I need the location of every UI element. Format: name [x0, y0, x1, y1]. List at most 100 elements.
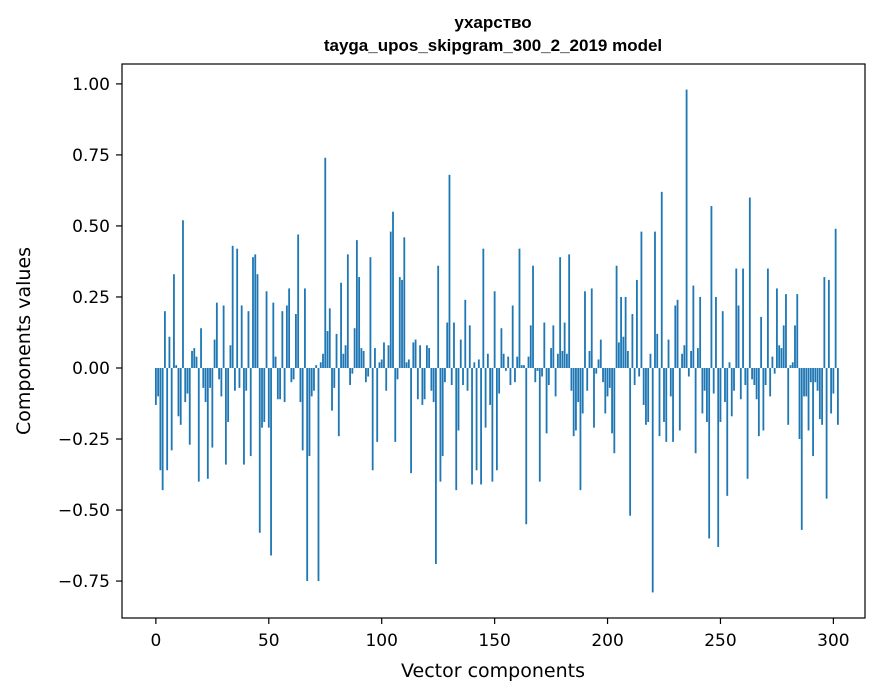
- bar: [647, 367, 650, 422]
- x-tick-label: 150: [478, 631, 510, 651]
- bar: [204, 367, 207, 403]
- bar: [297, 234, 300, 368]
- bar: [195, 356, 198, 368]
- bar: [676, 299, 679, 368]
- bar: [231, 245, 234, 368]
- bar: [753, 367, 756, 386]
- bar: [294, 314, 297, 368]
- bar: [685, 89, 688, 368]
- bar: [505, 367, 507, 371]
- bar: [355, 240, 358, 368]
- bar: [577, 367, 580, 403]
- bar: [482, 248, 485, 368]
- x-tick-label: 300: [817, 631, 849, 651]
- bar: [746, 367, 749, 479]
- bar: [669, 367, 672, 397]
- bar: [173, 274, 175, 368]
- bar: [290, 367, 293, 383]
- bar: [439, 367, 442, 482]
- bar: [699, 296, 702, 368]
- bar: [586, 367, 589, 391]
- bar: [477, 359, 480, 368]
- bar: [184, 367, 187, 403]
- bar: [502, 353, 505, 368]
- bar: [412, 342, 415, 368]
- bar: [538, 367, 541, 482]
- bar: [520, 365, 523, 368]
- bar: [344, 345, 347, 368]
- bar: [602, 367, 604, 383]
- bar: [579, 367, 582, 491]
- bar: [726, 367, 729, 496]
- bar: [342, 353, 345, 368]
- bar: [238, 367, 241, 388]
- bar: [771, 356, 774, 368]
- bar: [816, 367, 819, 391]
- bar: [706, 367, 708, 422]
- bar: [419, 345, 422, 368]
- y-tick-label: −0.75: [58, 572, 110, 592]
- bar: [211, 367, 214, 448]
- bar: [800, 367, 803, 530]
- bar: [590, 288, 593, 368]
- bar: [285, 305, 288, 368]
- bar: [733, 367, 735, 391]
- bar: [830, 367, 833, 414]
- bar: [200, 328, 202, 368]
- bar: [803, 367, 805, 397]
- bar: [760, 316, 763, 368]
- bar: [776, 288, 778, 368]
- bar: [821, 367, 823, 425]
- bar: [748, 197, 751, 368]
- bar: [168, 336, 171, 368]
- bar: [164, 311, 166, 368]
- bar: [218, 367, 221, 380]
- bar: [595, 367, 598, 374]
- bar: [362, 350, 365, 368]
- bar: [392, 211, 394, 368]
- bar: [527, 356, 530, 368]
- bar: [509, 367, 512, 386]
- bar: [410, 367, 412, 474]
- bar: [154, 367, 157, 405]
- bar: [667, 339, 670, 368]
- bar: [346, 254, 349, 368]
- bar: [396, 367, 399, 380]
- bar: [326, 331, 329, 368]
- bar: [252, 257, 254, 368]
- bar: [773, 367, 776, 374]
- bar: [514, 367, 516, 383]
- bar: [401, 279, 403, 368]
- bar: [728, 362, 731, 368]
- bar: [631, 314, 634, 368]
- bar: [568, 254, 571, 368]
- bar: [507, 356, 510, 368]
- bar: [554, 367, 557, 397]
- bar: [529, 325, 532, 368]
- bar: [692, 285, 695, 368]
- bar: [611, 367, 613, 434]
- bar: [500, 328, 503, 368]
- bar: [188, 367, 191, 445]
- bar: [678, 367, 681, 431]
- bar: [559, 257, 562, 368]
- bar: [333, 367, 336, 388]
- bar: [263, 367, 266, 422]
- bar: [272, 302, 275, 368]
- bars-group: [154, 89, 839, 593]
- bar: [739, 367, 742, 400]
- plot-frame: [121, 63, 866, 619]
- x-tick-label: 50: [258, 631, 280, 651]
- bar: [545, 367, 548, 434]
- bar: [818, 367, 821, 420]
- bar: [710, 206, 713, 368]
- bar: [570, 367, 573, 391]
- y-tick-label: 0.75: [72, 146, 110, 166]
- bar: [304, 288, 306, 368]
- bar: [193, 348, 196, 368]
- bar: [468, 325, 471, 368]
- bar: [466, 367, 469, 391]
- chart-title: ухарство: [454, 13, 531, 32]
- y-axis-ticks: −0.75 −0.50 −0.25 0.00 0.25 0.50 0.75 1.00: [58, 75, 122, 592]
- bar: [455, 367, 458, 491]
